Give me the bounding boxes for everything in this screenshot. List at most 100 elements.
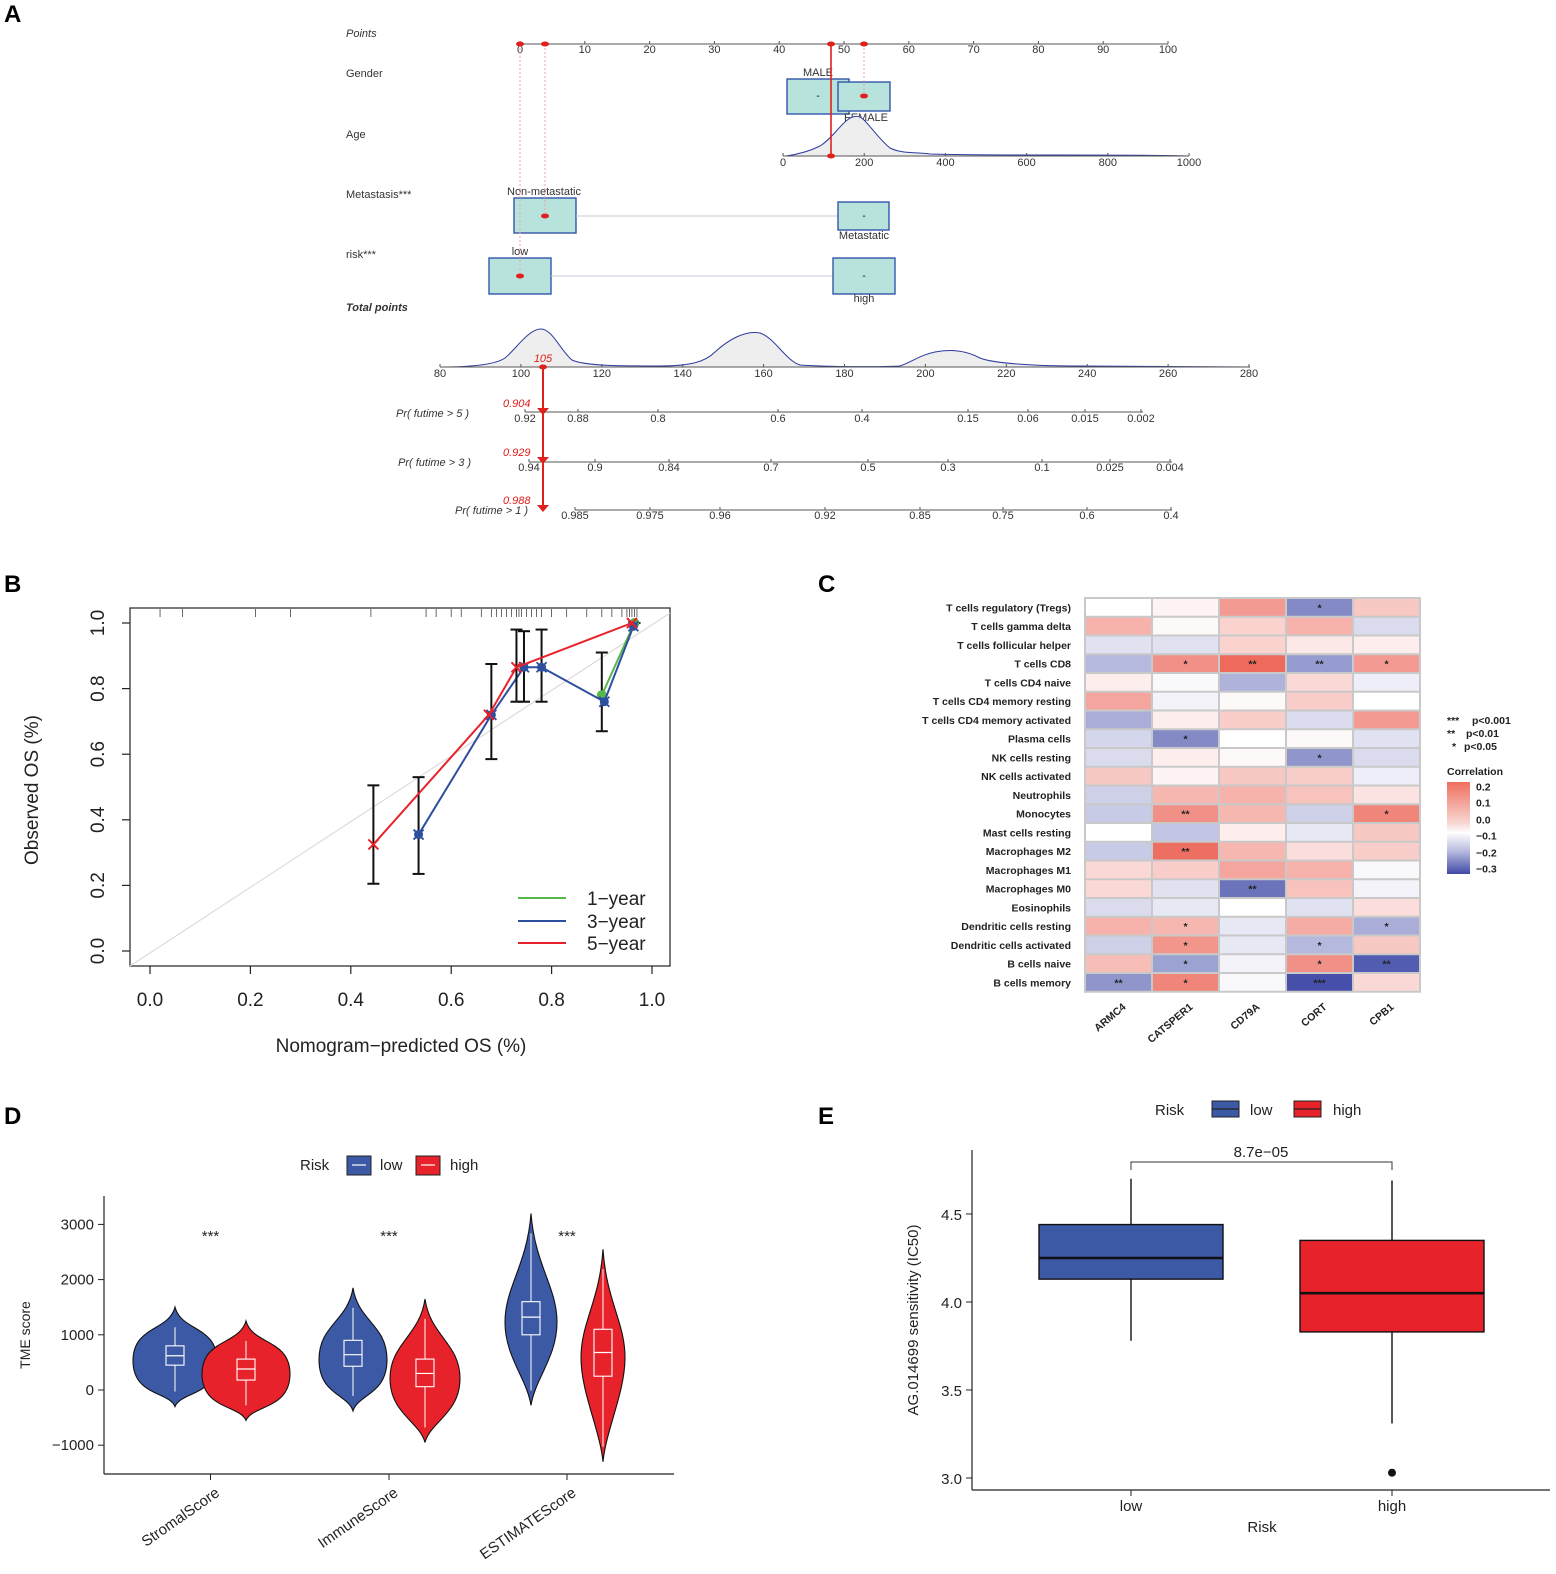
calibration-ytick-label: 1.0 [88, 610, 109, 636]
calibration-cross-5year [483, 709, 495, 721]
heatmap-cell [1153, 749, 1218, 766]
violin-legend-title: Risk [300, 1157, 330, 1174]
risk-high-dot: - [862, 271, 865, 282]
sig-stars-3: * [1452, 741, 1457, 753]
total-axis-tick-label: 260 [1159, 368, 1177, 380]
box-ytick-label: 3.0 [941, 1471, 962, 1488]
total-value: 105 [534, 353, 553, 365]
violin-xtick-label: ImmuneScore [315, 1484, 401, 1551]
heatmap-cell [1354, 749, 1419, 766]
heatmap-row-label: Macrophages M2 [986, 846, 1071, 858]
heatmap-row-label: Macrophages M1 [986, 865, 1071, 877]
heatmap-cell [1287, 674, 1352, 691]
calibration-cross-3year [535, 661, 548, 673]
pr1-arrow [537, 505, 549, 512]
panel-label-d: D [4, 1103, 21, 1130]
violins: *** *** *** [132, 1213, 626, 1462]
sig-stars-2: ** [1447, 728, 1456, 740]
heatmap-cell [1153, 805, 1218, 822]
colorbar-tick-label: 0.1 [1476, 798, 1491, 810]
calibration-cross-5year [626, 617, 638, 629]
heatmap-cell [1153, 880, 1218, 897]
heatmap-cell [1287, 636, 1352, 654]
heatmap-row-label: Eosinophils [1011, 902, 1071, 914]
heatmap-column-label: CD79A [1228, 1001, 1262, 1033]
points-axis-tick-label: 90 [1097, 44, 1109, 56]
heatmap-row-label: B cells memory [993, 977, 1071, 989]
points-axis-tick-label: 10 [579, 44, 591, 56]
total-axis-tick-label: 180 [835, 368, 853, 380]
heatmap-cell [1086, 636, 1151, 654]
heatmap-cell [1354, 599, 1419, 616]
heatmap-cell [1287, 861, 1352, 879]
heatmap-cell [1287, 917, 1352, 935]
heatmap-cell [1153, 674, 1218, 691]
heatmap-cell [1220, 749, 1285, 766]
points-label: Points [346, 28, 377, 40]
violin-xtick-label: StromalScore [139, 1484, 223, 1550]
heatmap-cell [1220, 786, 1285, 804]
pr5-axis-tick-label: 0.015 [1071, 413, 1099, 425]
age-axis: 0 200 400 600 800 1000 [780, 153, 1201, 169]
calibration-rug [159, 609, 638, 617]
heatmap-cell [1153, 655, 1218, 672]
pr5-axis-tick-label: 0.88 [567, 413, 588, 425]
pr5-arrow [537, 408, 549, 415]
heatmap-cell [1220, 599, 1285, 616]
heatmap-cell [1220, 655, 1285, 672]
heatmap-row-label: NK cells activated [981, 771, 1071, 783]
metastasis-label: Metastasis*** [346, 189, 412, 201]
metastasis-met-label: Metastatic [839, 230, 890, 242]
heatmap-cell [1086, 655, 1151, 672]
points-axis-tick-label: 60 [903, 44, 915, 56]
pr5-axis-tick-label: 0.002 [1127, 413, 1155, 425]
heatmap-cell [1086, 861, 1151, 879]
points-markers [516, 41, 868, 159]
calibration-legend: 1−year 3−year 5−year [518, 889, 646, 955]
box-xtick-label: high [1378, 1498, 1406, 1515]
pr1-axis-tick-label: 0.6 [1079, 510, 1094, 522]
boxes [1038, 1178, 1485, 1477]
heatmap-cell [1153, 842, 1218, 860]
panel-label-c: C [818, 571, 835, 598]
pr1-axis-tick-label: 0.4 [1163, 510, 1178, 522]
calibration-series [367, 617, 641, 885]
metastasis-met-box [837, 201, 890, 231]
colorbar [1447, 782, 1470, 874]
total-axis-tick-label: 80 [434, 368, 446, 380]
colorbar-tick-label: 0.2 [1476, 782, 1491, 794]
box-legend-low-label: low [1250, 1102, 1273, 1119]
calibration-cross-3year [412, 828, 425, 841]
colorbar-tick-label: −0.1 [1476, 831, 1497, 843]
heatmap-cell [1220, 974, 1285, 991]
heatmap-star: ** [1382, 959, 1391, 971]
panel-label-a: A [4, 1, 21, 28]
heatmap-cell [1354, 917, 1419, 935]
heatmap-row-label: NK cells resting [992, 752, 1071, 764]
metastasis-non-label: Non-metastatic [507, 186, 581, 198]
heatmap-cell [1086, 974, 1151, 991]
heatmap-cell [1354, 842, 1419, 860]
heatmap-cell [1086, 824, 1151, 841]
violin-legend-high-label: high [450, 1157, 478, 1174]
sig-text-1: p<0.001 [1472, 715, 1511, 727]
heatmap-cell [1153, 767, 1218, 785]
heatmap-cell [1153, 599, 1218, 616]
violin-ylabel: TME score [17, 1301, 33, 1369]
points-axis-tick-label: 70 [967, 44, 979, 56]
heatmap-cell [1287, 805, 1352, 822]
heatmap-cell [1354, 805, 1419, 822]
pr3-axis-tick-label: 0.9 [587, 462, 602, 474]
gender-label: Gender [346, 68, 383, 80]
heatmap-cell [1220, 692, 1285, 710]
calibration-line-3-year [417, 625, 635, 836]
heatmap-cell [1220, 880, 1285, 897]
heatmap-cell [1354, 861, 1419, 879]
heatmap-row-label: T cells CD8 [1014, 659, 1071, 671]
calibration-xtick-label: 0.4 [338, 990, 365, 1011]
heatmap-cell [1220, 842, 1285, 860]
colorbar-ticks: 0.2 0.1 0.0 −0.1 −0.2 −0.3 [1476, 782, 1497, 876]
heatmap-row-label: T cells CD4 memory activated [922, 715, 1071, 727]
calibration-panel: 0.0 0.2 0.4 0.6 0.8 1.0 0.0 0.2 0.4 0.6 0.8 1.0 Nom… [22, 607, 671, 1057]
pr5-axis-tick-label: 0.06 [1017, 413, 1038, 425]
